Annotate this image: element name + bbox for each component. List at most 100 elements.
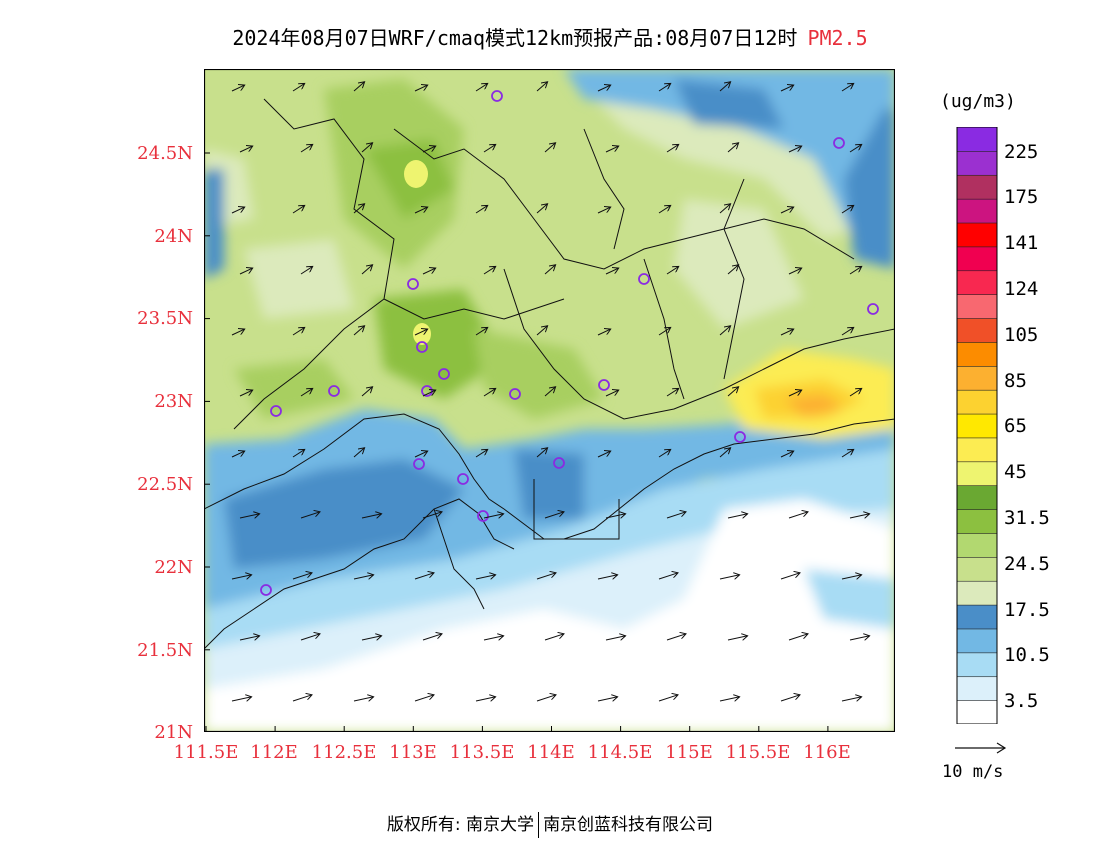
concentration-field xyxy=(204,69,895,732)
wind-arrow xyxy=(658,205,671,214)
footer-separator xyxy=(538,812,540,838)
wind-arrow xyxy=(597,85,611,92)
lon-label-113-5: 113.5E xyxy=(449,742,515,763)
wind-arrow xyxy=(536,204,548,214)
wind-arrow xyxy=(414,329,428,336)
wind-arrow xyxy=(475,449,488,458)
wind-arrow xyxy=(841,205,854,214)
wind-arrow xyxy=(780,85,794,92)
wind-arrow xyxy=(414,451,428,458)
wind-arrow xyxy=(841,449,854,458)
colorbar-swatch xyxy=(956,461,998,487)
wind-arrow xyxy=(719,326,731,336)
wind-arrow xyxy=(605,636,626,641)
wind-arrow xyxy=(414,573,434,580)
wind-arrow xyxy=(361,143,373,153)
wind-arrow xyxy=(849,514,870,519)
wind-arrow xyxy=(727,387,739,397)
wind-arrow xyxy=(239,146,253,153)
colorbar-unit: (ug/m3) xyxy=(940,91,1016,112)
colorbar-swatch xyxy=(956,532,998,558)
lat-label-22: 22N xyxy=(154,557,193,578)
wind-arrow xyxy=(231,329,245,336)
wind-arrow xyxy=(658,573,678,580)
colorbar-swatch xyxy=(956,699,998,724)
wind-arrow xyxy=(841,83,854,92)
colorbar-label-105: 105 xyxy=(1004,324,1039,346)
lon-label-114-5: 114.5E xyxy=(587,742,653,763)
wind-arrow xyxy=(292,205,305,214)
lat-label-23: 23N xyxy=(154,391,193,412)
wind-arrow xyxy=(597,207,611,214)
lat-label-24: 24N xyxy=(154,226,193,247)
lat-label-21: 21N xyxy=(154,722,193,743)
colorbar-swatch xyxy=(956,389,998,415)
wind-arrow xyxy=(422,268,436,275)
colorbar-frame xyxy=(956,127,998,724)
wind-arrow xyxy=(658,327,671,336)
wind-arrow xyxy=(475,575,496,580)
wind-arrow xyxy=(597,697,618,702)
colorbar-label-45: 45 xyxy=(1004,461,1027,483)
wind-arrow xyxy=(361,265,373,275)
wind-arrow xyxy=(422,390,436,397)
wind-arrow xyxy=(788,390,802,397)
wind-arrow xyxy=(475,697,496,702)
wind-arrow xyxy=(300,144,313,153)
wind-arrow xyxy=(780,451,794,458)
wind-arrow xyxy=(300,634,320,641)
colorbar-label-65: 65 xyxy=(1004,415,1027,437)
colorbar-label-17-5: 17.5 xyxy=(1004,599,1050,621)
wind-arrow xyxy=(300,388,313,397)
wind-arrow xyxy=(727,636,748,641)
wind-arrow xyxy=(544,387,556,397)
pm25-forecast-map xyxy=(204,69,895,732)
wind-arrow xyxy=(292,573,312,580)
lon-label-113: 113E xyxy=(389,742,437,763)
wind-arrow xyxy=(780,695,800,702)
colorbar-label-124: 124 xyxy=(1004,278,1039,300)
wind-arrow xyxy=(849,388,862,397)
colorbar-swatch xyxy=(956,437,998,463)
colorbar-swatch xyxy=(956,675,998,701)
wind-arrow xyxy=(483,266,496,275)
wind-arrow xyxy=(483,514,504,519)
wind-arrow xyxy=(841,327,854,336)
colorbar-swatch xyxy=(956,365,998,391)
wind-arrow xyxy=(849,636,870,641)
map-frame xyxy=(204,69,895,732)
lat-label-21-5: 21.5N xyxy=(137,640,193,661)
wind-arrow xyxy=(544,634,564,641)
wind-arrow xyxy=(727,514,748,519)
colorbar-label-10-5: 10.5 xyxy=(1004,644,1050,666)
wind-arrow xyxy=(361,387,373,397)
wind-arrow xyxy=(231,451,245,458)
colorbar-label-141: 141 xyxy=(1004,232,1039,254)
copyright-footer: 版权所有: 南京大学 南京创蓝科技有限公司 xyxy=(0,810,1100,838)
wind-arrow xyxy=(483,636,504,641)
wind-arrow xyxy=(605,146,619,153)
wind-arrow xyxy=(841,697,862,702)
wind-arrow xyxy=(536,448,548,458)
wind-arrow xyxy=(536,573,556,580)
wind-arrow xyxy=(353,326,365,336)
wind-arrow xyxy=(536,82,548,92)
colorbar-swatch xyxy=(956,246,998,272)
wind-arrow xyxy=(788,512,808,519)
title-text: 2024年08月07日WRF/cmaq模式12km预报产品:08月07日12时 xyxy=(232,26,798,50)
wind-arrow xyxy=(361,514,382,519)
wind-arrow xyxy=(536,695,556,702)
lon-label-112-5: 112.5E xyxy=(311,742,377,763)
hotspot-1 xyxy=(404,160,428,188)
wind-arrow xyxy=(597,451,611,458)
wind-arrow xyxy=(666,634,686,641)
wind-arrow xyxy=(231,207,245,214)
wind-arrow xyxy=(292,449,305,458)
wind-arrow xyxy=(353,204,365,214)
wind-arrow xyxy=(849,144,862,153)
wind-arrow xyxy=(483,144,496,153)
wind-arrow xyxy=(239,514,260,519)
colorbar-label-225: 225 xyxy=(1004,141,1039,163)
station-markers xyxy=(260,90,879,596)
colorbar-swatch xyxy=(956,341,998,367)
